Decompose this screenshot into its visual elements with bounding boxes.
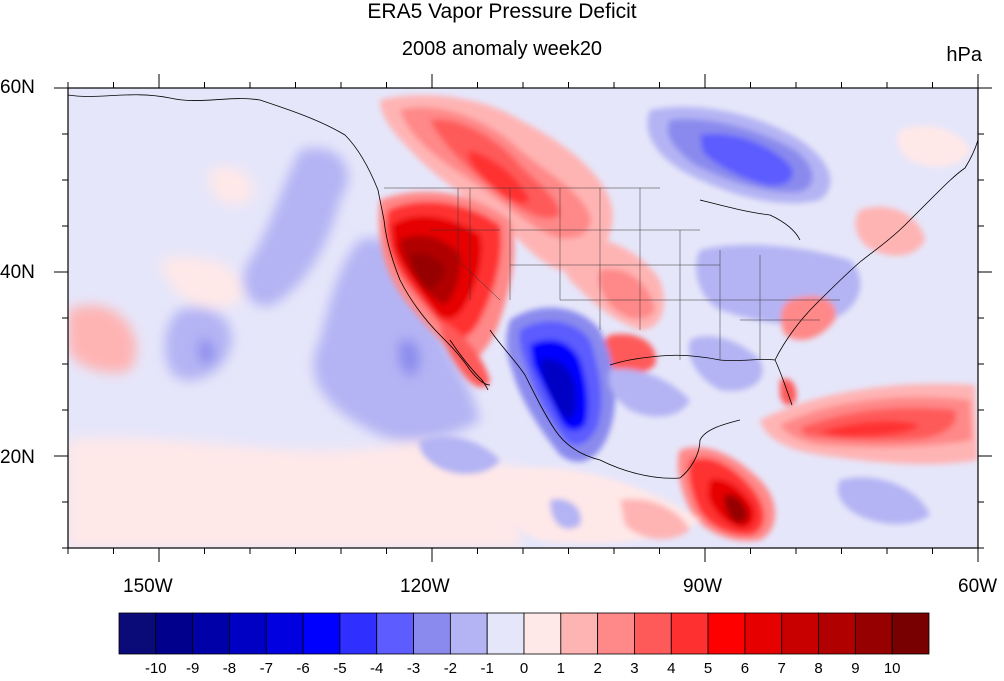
colorbar-box	[155, 612, 194, 655]
colorbar-box	[339, 612, 378, 655]
colorbar-label: -2	[443, 660, 458, 677]
colorbar-box	[118, 612, 157, 655]
anomaly-field	[68, 88, 978, 548]
colorbar	[118, 612, 930, 655]
colorbar-label: -4	[370, 660, 384, 677]
x-tick-label-60w: 60W	[958, 576, 998, 597]
colorbar-box	[597, 612, 635, 655]
chart-title: ERA5 Vapor Pressure Deficit	[367, 0, 637, 23]
colorbar-label: -8	[222, 660, 237, 677]
colorbar-label: -6	[296, 660, 310, 677]
colorbar-box	[486, 612, 525, 655]
colorbar-label: 10	[883, 660, 901, 677]
colorbar-label: -5	[333, 660, 347, 677]
colorbar-label: -7	[259, 660, 273, 677]
colorbar-label: -3	[406, 660, 421, 677]
colorbar-box	[891, 612, 930, 655]
coastlines	[68, 94, 978, 479]
colorbar-box	[634, 612, 672, 655]
colorbar-box	[449, 612, 488, 655]
colorbar-label: -9	[185, 660, 200, 677]
colorbar-box	[670, 612, 709, 655]
colorbar-box	[302, 612, 341, 655]
y-tick-label-40n: 40N	[0, 262, 35, 283]
x-tick-label-120w: 120W	[400, 576, 450, 597]
colorbar-label: 6	[740, 660, 750, 677]
colorbar-box	[707, 612, 746, 655]
colorbar-label: 1	[556, 660, 565, 677]
colorbar-box	[781, 612, 819, 655]
colorbar-box	[560, 612, 599, 655]
colorbar-label: -1	[480, 660, 494, 677]
colorbar-label: 9	[851, 660, 860, 677]
colorbar-label: 4	[667, 660, 676, 677]
units-label: hPa	[946, 44, 982, 66]
colorbar-label: -10	[144, 660, 167, 677]
colorbar-label: 7	[777, 660, 786, 677]
y-tick-label-60n: 60N	[0, 77, 35, 98]
colorbar-box	[818, 612, 856, 655]
x-tick-label-90w: 90W	[683, 576, 723, 597]
colorbar-label: 5	[703, 660, 713, 677]
colorbar-label: 8	[814, 660, 823, 677]
colorbar-box	[413, 612, 451, 655]
state-borders	[384, 187, 840, 360]
axis-ticks	[54, 74, 992, 562]
colorbar-box	[376, 612, 414, 655]
colorbar-label: 3	[630, 660, 639, 677]
colorbar-box	[192, 612, 230, 655]
y-tick-label-20n: 20N	[0, 447, 35, 468]
colorbar-box	[265, 612, 304, 655]
colorbar-box	[854, 612, 893, 655]
colorbar-label: 2	[593, 660, 602, 677]
colorbar-box	[229, 612, 267, 655]
colorbar-box	[744, 612, 783, 655]
x-tick-label-150w: 150W	[123, 576, 173, 597]
colorbar-box	[523, 612, 562, 655]
colorbar-label: 0	[519, 660, 529, 677]
chart-subtitle: 2008 anomaly week20	[401, 38, 603, 60]
